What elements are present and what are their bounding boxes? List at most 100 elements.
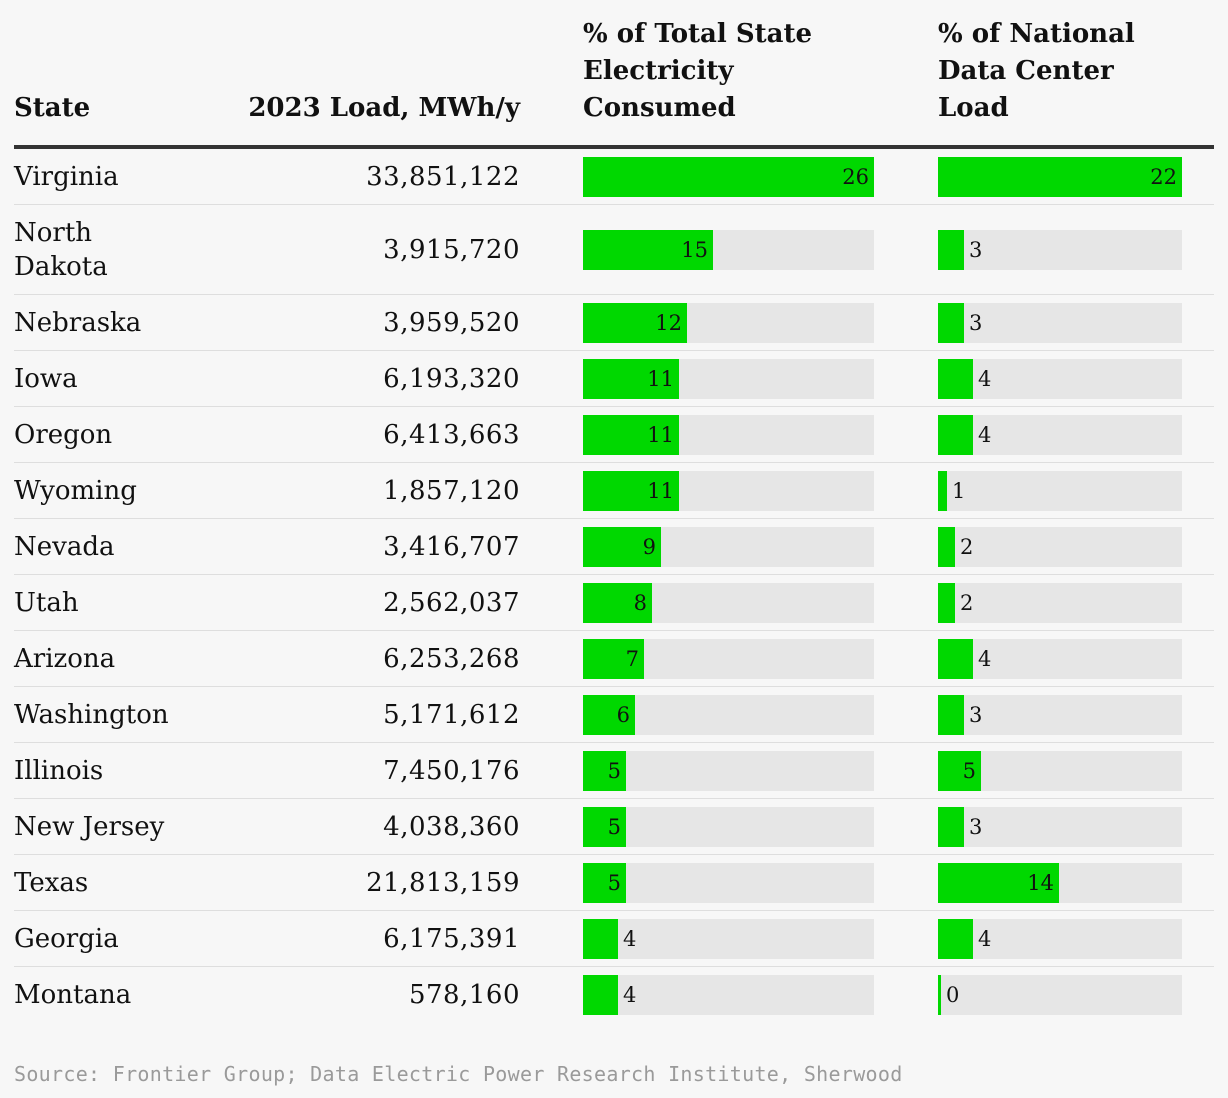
load-value: 4,038,360 <box>383 811 520 842</box>
pct-state-track: 12 <box>583 302 874 343</box>
state-name: Oregon <box>14 419 113 450</box>
pct-national-label: 22 <box>1150 164 1177 189</box>
source-note: Source: Frontier Group; Data Electric Po… <box>14 1062 903 1086</box>
table-row: Georgia 6,175,391 4 4 <box>14 911 1214 967</box>
pct-state-track: 26 <box>583 156 874 197</box>
pct-state-track: 5 <box>583 750 874 791</box>
pct-state-label: 11 <box>647 366 674 391</box>
table-row: Wyoming 1,857,120 11 1 <box>14 463 1214 519</box>
pct-state-bar <box>583 862 626 903</box>
pct-national-bar <box>938 156 1182 197</box>
pct-state-bar <box>583 806 626 847</box>
header-load-line: 2023 Load, MWh/y <box>248 93 520 123</box>
pct-state-track: 4 <box>583 974 874 1015</box>
state-name: Montana <box>14 979 132 1010</box>
pct-state-track: 6 <box>583 694 874 735</box>
load-value: 6,413,663 <box>383 419 520 450</box>
load-value: 6,193,320 <box>383 363 520 394</box>
table-row: Arizona 6,253,268 7 4 <box>14 631 1214 687</box>
pct-national-bar <box>938 974 941 1015</box>
pct-state-label: 8 <box>633 590 647 615</box>
table-row: Utah 2,562,037 8 2 <box>14 575 1214 631</box>
pct-national-track: 4 <box>938 638 1182 679</box>
pct-national-label: 3 <box>969 814 983 839</box>
pct-national-label: 4 <box>978 366 992 391</box>
pct-state-bar <box>583 156 874 197</box>
pct-national-track: 4 <box>938 414 1182 455</box>
header-pct-national-line-3: Load <box>938 93 1009 123</box>
load-value: 7,450,176 <box>383 755 520 786</box>
pct-state-label: 12 <box>655 310 682 335</box>
table-row: Oregon 6,413,663 11 4 <box>14 407 1214 463</box>
load-value: 3,915,720 <box>383 234 520 265</box>
load-value: 2,562,037 <box>383 587 520 618</box>
pct-national-bar <box>938 414 973 455</box>
state-name: Virginia <box>14 161 119 192</box>
pct-national-label: 2 <box>960 590 974 615</box>
pct-state-bar <box>583 470 679 511</box>
pct-national-bar <box>938 862 1059 903</box>
table-row: Virginia 33,851,122 26 22 <box>14 149 1214 205</box>
pct-national-bar <box>938 750 981 791</box>
pct-state-track: 11 <box>583 414 874 455</box>
pct-national-label: 4 <box>978 646 992 671</box>
pct-state-label: 26 <box>842 164 869 189</box>
pct-state-label: 4 <box>623 926 637 951</box>
pct-national-track: 3 <box>938 229 1182 270</box>
pct-state-track: 5 <box>583 862 874 903</box>
pct-state-track: 5 <box>583 806 874 847</box>
pct-state-bar <box>583 526 661 567</box>
load-value: 3,959,520 <box>383 307 520 338</box>
header-load: 2023 Load, MWh/y <box>248 90 520 127</box>
pct-national-bar <box>938 694 964 735</box>
state-name: Iowa <box>14 363 78 394</box>
load-value: 1,857,120 <box>383 475 520 506</box>
state-name: Georgia <box>14 923 119 954</box>
pct-national-bar <box>938 358 973 399</box>
pct-national-label: 2 <box>960 534 974 559</box>
state-name: New Jersey <box>14 811 165 842</box>
pct-national-bar <box>938 806 964 847</box>
load-value: 578,160 <box>408 979 520 1010</box>
pct-national-bar <box>938 526 955 567</box>
table-body: Virginia 33,851,122 26 22 North Dakota 3,915,… <box>14 149 1214 1022</box>
pct-state-bar <box>583 918 618 959</box>
pct-state-bar <box>583 582 652 623</box>
pct-state-track: 11 <box>583 358 874 399</box>
pct-state-bar <box>583 229 713 270</box>
state-name: Utah <box>14 587 79 618</box>
header-pct-state-line-3: Consumed <box>583 93 736 123</box>
load-value: 33,851,122 <box>366 161 520 192</box>
pct-state-track: 8 <box>583 582 874 623</box>
load-value: 3,416,707 <box>383 531 520 562</box>
table-row: Nebraska 3,959,520 12 3 <box>14 295 1214 351</box>
pct-state-bar <box>583 302 687 343</box>
table-row: Nevada 3,416,707 9 2 <box>14 519 1214 575</box>
pct-state-label: 4 <box>623 982 637 1007</box>
state-name: Washington <box>14 699 169 730</box>
load-value: 6,253,268 <box>383 643 520 674</box>
pct-national-track: 3 <box>938 302 1182 343</box>
state-name: Nebraska <box>14 307 142 338</box>
state-name: Texas <box>14 867 89 898</box>
load-value: 6,175,391 <box>383 923 520 954</box>
pct-national-label: 4 <box>978 422 992 447</box>
pct-state-track: 7 <box>583 638 874 679</box>
state-name: Illinois <box>14 755 104 786</box>
pct-state-track: 9 <box>583 526 874 567</box>
pct-state-bar <box>583 974 618 1015</box>
pct-national-bar <box>938 229 964 270</box>
header-pct-state: % of Total State Electricity Consumed <box>583 16 883 127</box>
table-header: State 2023 Load, MWh/y % of Total State … <box>14 0 1214 149</box>
pct-state-bar <box>583 694 635 735</box>
pct-national-track: 4 <box>938 358 1182 399</box>
pct-national-label: 3 <box>969 702 983 727</box>
pct-national-label: 5 <box>962 758 976 783</box>
header-pct-state-line-2: Electricity <box>583 56 734 86</box>
state-name: North Dakota <box>14 217 108 282</box>
pct-state-label: 7 <box>625 646 639 671</box>
header-state-line: State <box>14 93 91 123</box>
table-row: Illinois 7,450,176 5 5 <box>14 743 1214 799</box>
table-row: Montana 578,160 4 0 <box>14 967 1214 1022</box>
pct-state-track: 4 <box>583 918 874 959</box>
